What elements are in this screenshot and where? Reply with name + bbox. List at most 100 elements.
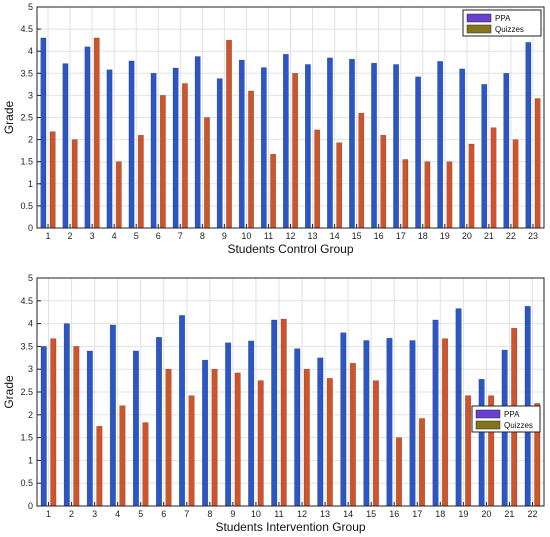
y-tick-label: 5 [28,273,33,283]
legend-swatch-quizzes [466,24,492,34]
legend-label-ppa: PPA [495,14,511,23]
bar-ppa-14 [340,332,347,507]
x-tick-label: 13 [308,231,318,241]
x-tick-label: 22 [506,231,516,241]
bar-ppa-17 [409,340,416,507]
x-tick-label: 16 [374,231,384,241]
y-tick-label: 3.5 [20,341,33,351]
bar-ppa-19 [455,308,462,507]
x-tick-label: 13 [320,509,330,519]
x-tick-label: 3 [92,509,97,519]
x-tick-label: 15 [352,231,362,241]
bar-quizzes-3 [93,37,100,229]
y-tick-label: 0.5 [20,201,33,211]
bar-quizzes-17 [419,418,426,507]
bar-quizzes-10 [248,90,254,229]
bar-quizzes-18 [442,338,449,507]
bar-ppa-16 [371,62,377,229]
x-axis-label: Students Control Group [227,242,353,256]
bar-ppa-11 [271,319,278,507]
bar-quizzes-19 [446,161,453,229]
x-tick-label: 10 [241,231,251,241]
bar-ppa-6 [155,337,162,507]
bar-ppa-3 [86,350,93,507]
legend: PPA Quizzes [462,9,542,37]
legend-swatch-ppa [466,13,492,23]
bar-ppa-4 [109,324,116,507]
bar-ppa-2 [62,63,69,229]
legend-label-quizzes: Quizzes [495,25,524,34]
legend-swatch-quizzes [475,420,501,430]
bar-ppa-10 [248,340,255,507]
y-tick-label: 2.5 [20,113,33,123]
bar-quizzes-17 [402,159,409,229]
y-tick-label: 4 [28,46,33,56]
x-tick-label: 1 [46,231,51,241]
bar-ppa-13 [317,357,324,507]
bar-ppa-17 [393,64,399,229]
bar-quizzes-20 [468,143,475,229]
y-tick-label: 4.5 [20,24,33,34]
bar-quizzes-12 [292,73,299,229]
x-tick-label: 23 [528,231,538,241]
y-tick-label: 3 [28,90,33,100]
y-tick-label: 1.5 [20,433,33,443]
bar-ppa-6 [150,73,157,229]
x-tick-label: 19 [440,231,450,241]
bar-ppa-10 [238,59,245,229]
bar-quizzes-1 [49,131,56,229]
bar-ppa-18 [432,319,439,507]
intervention-group-chart: 00.511.522.533.544.551 2 3 4 5 6 7 8 9 10 11 12 13 14… [2,273,545,534]
legend-label-ppa: PPA [504,410,520,419]
bar-ppa-2 [63,323,70,507]
bar-quizzes-8 [204,117,210,229]
bar-ppa-20 [459,68,466,229]
x-tick-label: 11 [264,231,273,241]
x-tick-label: 21 [484,231,494,241]
x-tick-label: 7 [178,231,183,241]
y-axis-label: Grade [2,101,16,135]
x-tick-label: 21 [504,509,514,519]
bar-ppa-5 [128,60,135,229]
x-tick-label: 6 [161,509,166,519]
bar-ppa-1 [40,37,47,229]
bar-ppa-4 [106,69,113,229]
bar-quizzes-6 [165,368,172,507]
x-tick-label: 3 [90,231,95,241]
x-tick-label: 17 [396,231,406,241]
bar-ppa-18 [415,76,422,229]
bar-ppa-23 [525,42,532,229]
control-group-chart: 00.511.522.533.544.551 2 3 4 5 6 7 8 9 10 11 12 13 14… [2,2,545,256]
bar-quizzes-13 [314,129,321,229]
bar-ppa-15 [349,58,355,229]
bar-ppa-16 [386,337,393,507]
bar-quizzes-23 [534,98,541,229]
x-tick-label: 9 [222,231,227,241]
x-tick-label: 1 [46,509,51,519]
x-tick-label: 14 [343,509,353,519]
bar-ppa-8 [194,56,201,229]
bar-quizzes-7 [188,395,195,507]
bar-quizzes-9 [226,39,232,229]
bar-ppa-5 [132,350,139,507]
x-tick-label: 14 [330,231,340,241]
bar-ppa-1 [40,346,47,507]
x-tick-label: 19 [458,509,468,519]
bar-quizzes-15 [358,112,365,229]
y-tick-label: 1 [28,179,33,189]
bar-ppa-22 [503,73,510,229]
bar-ppa-14 [327,57,333,229]
y-tick-label: 3 [28,364,33,374]
y-tick-label: 2.5 [20,387,33,397]
x-tick-label: 4 [112,231,117,241]
bar-quizzes-12 [303,368,310,507]
bar-quizzes-8 [211,368,218,507]
y-tick-label: 3.5 [20,68,33,78]
bar-quizzes-10 [257,380,264,507]
y-tick-label: 0 [28,501,33,511]
bar-ppa-9 [216,78,223,229]
bar-quizzes-6 [159,95,166,229]
bar-quizzes-5 [142,422,149,507]
bar-quizzes-9 [234,372,241,507]
